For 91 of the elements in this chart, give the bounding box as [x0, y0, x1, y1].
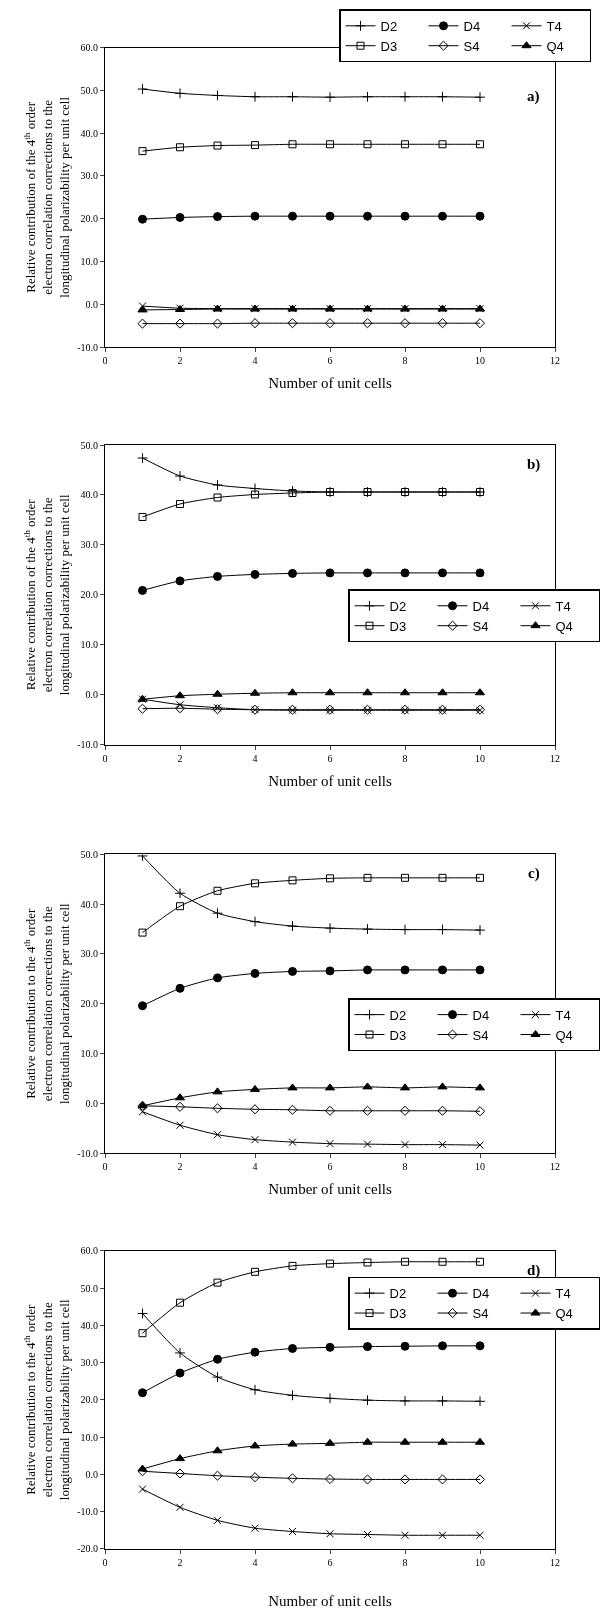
y-tick-label: 30.0 — [80, 170, 98, 182]
x-tick-label: 0 — [102, 752, 108, 764]
y-tick-label: 0.0 — [85, 1097, 98, 1109]
y-tick-label: 30.0 — [80, 948, 98, 960]
y-tick-label: -20.0 — [77, 1543, 98, 1555]
x-tick-label: 6 — [327, 1161, 333, 1173]
annotation: d) — [527, 1262, 541, 1279]
legend-label: D4 — [463, 18, 481, 34]
y-tick-label: -10.0 — [77, 739, 98, 751]
legend-label: D3 — [389, 1306, 407, 1322]
legend-label: Q4 — [555, 618, 573, 634]
y-tick-label: 20.0 — [80, 589, 98, 601]
x-tick-label: 4 — [252, 355, 258, 367]
x-tick-label: 10 — [475, 1161, 485, 1173]
y-tick-label: 50.0 — [80, 848, 98, 860]
y-tick-label: 40.0 — [80, 127, 98, 139]
x-tick-label: 8 — [402, 1161, 408, 1173]
y-tick-label: 10.0 — [80, 1048, 98, 1060]
legend-label: D2 — [389, 1286, 407, 1302]
x-tick-label: 10 — [475, 1556, 485, 1568]
y-tick-label: 60.0 — [80, 1245, 98, 1257]
y-tick-label: 40.0 — [80, 1319, 98, 1331]
legend-label: Q4 — [555, 1306, 573, 1322]
legend-label: S4 — [472, 1027, 489, 1043]
x-tick-label: 2 — [177, 752, 183, 764]
x-tick-label: 12 — [550, 752, 560, 764]
annotation: a) — [527, 88, 540, 105]
y-tick-label: 30.0 — [80, 1357, 98, 1369]
legend-label: Q4 — [546, 38, 564, 54]
annotation: c) — [528, 865, 540, 882]
x-tick-label: 4 — [252, 1556, 258, 1568]
legend-label: S4 — [472, 1306, 489, 1322]
y-tick-label: 0.0 — [85, 689, 98, 701]
legend-label: D2 — [389, 598, 407, 614]
x-tick-label: 6 — [327, 1556, 333, 1568]
x-tick-label: 2 — [177, 1556, 183, 1568]
legend-label: S4 — [472, 618, 489, 634]
x-tick-label: 10 — [475, 752, 485, 764]
x-tick-label: 0 — [102, 1161, 108, 1173]
x-tick-label: 8 — [402, 355, 408, 367]
x-tick-label: 12 — [550, 1556, 560, 1568]
y-tick-label: 30.0 — [80, 539, 98, 551]
x-tick-label: 2 — [177, 355, 183, 367]
y-tick-label: -10.0 — [77, 1147, 98, 1159]
x-tick-label: 12 — [550, 1161, 560, 1173]
y-tick-label: 10.0 — [80, 1431, 98, 1443]
legend-label: D4 — [472, 1007, 490, 1023]
y-tick-label: -10.0 — [77, 1505, 98, 1517]
y-tick-label: 0.0 — [85, 1468, 98, 1480]
legend-label: D4 — [472, 1286, 490, 1302]
annotation: b) — [527, 456, 541, 473]
legend-label: Q4 — [555, 1027, 573, 1043]
x-tick-label: 4 — [252, 752, 258, 764]
x-tick-label: 6 — [327, 355, 333, 367]
legend-label: S4 — [463, 38, 480, 54]
y-tick-label: 20.0 — [80, 998, 98, 1010]
y-tick-label: 10.0 — [80, 639, 98, 651]
legend-label: D3 — [389, 1027, 407, 1043]
legend-label: D2 — [380, 18, 398, 34]
legend-label: D3 — [380, 38, 398, 54]
x-tick-label: 2 — [177, 1161, 183, 1173]
x-axis-title: Number of unit cells — [268, 1181, 393, 1198]
y-tick-label: 20.0 — [80, 1394, 98, 1406]
x-tick-label: 0 — [102, 1556, 108, 1568]
x-tick-label: 0 — [102, 355, 108, 367]
legend-label: T4 — [555, 1286, 571, 1302]
x-axis-title: Number of unit cells — [268, 772, 393, 789]
x-tick-label: 6 — [327, 752, 333, 764]
x-axis-title: Number of unit cells — [268, 375, 393, 392]
y-tick-label: 40.0 — [80, 489, 98, 501]
x-tick-label: 12 — [550, 355, 560, 367]
legend-label: T4 — [546, 18, 562, 34]
legend-label: D2 — [389, 1007, 407, 1023]
x-tick-label: 8 — [402, 1556, 408, 1568]
y-tick-label: 50.0 — [80, 1282, 98, 1294]
y-tick-label: 50.0 — [80, 439, 98, 451]
y-tick-label: 10.0 — [80, 256, 98, 268]
legend-label: D3 — [389, 618, 407, 634]
x-axis-title: Number of unit cells — [268, 1592, 393, 1609]
legend-label: D4 — [472, 598, 490, 614]
y-tick-label: 20.0 — [80, 213, 98, 225]
x-tick-label: 4 — [252, 1161, 258, 1173]
legend-label: T4 — [555, 598, 571, 614]
y-tick-label: 60.0 — [80, 42, 98, 54]
x-tick-label: 8 — [402, 752, 408, 764]
y-tick-label: 0.0 — [85, 298, 98, 310]
y-tick-label: 50.0 — [80, 84, 98, 96]
x-tick-label: 10 — [475, 355, 485, 367]
y-tick-label: -10.0 — [77, 341, 98, 353]
y-tick-label: 40.0 — [80, 898, 98, 910]
legend-label: T4 — [555, 1007, 571, 1023]
